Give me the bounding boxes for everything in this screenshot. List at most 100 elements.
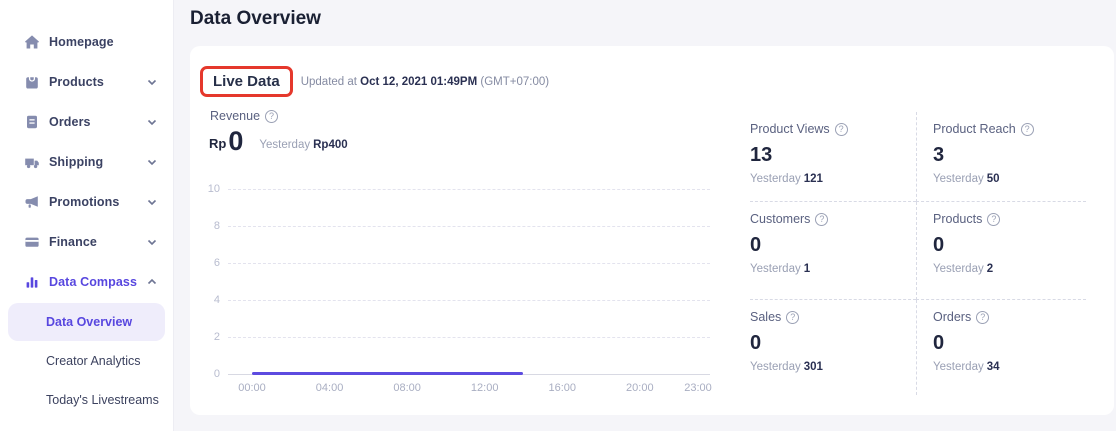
sidebar-item-products[interactable]: Products — [0, 62, 173, 102]
y-axis-tick-4: 4 — [213, 294, 220, 306]
x-axis-tick-00:00: 00:00 — [238, 382, 266, 394]
live-data-title-annotation-box: Live Data — [200, 66, 293, 97]
stat-value: 3 — [933, 144, 945, 166]
sidebar-item-label: Orders — [49, 115, 91, 129]
updated-time: Oct 12, 2021 01:49PM — [360, 75, 478, 88]
stat-label: Products — [933, 212, 983, 226]
sidebar: Homepage Products Orders Shipping Promot… — [0, 0, 174, 431]
live-data-card: Live Data Updated at Oct 12, 2021 01:49P… — [190, 46, 1114, 415]
x-axis-tick-04:00: 04:00 — [315, 382, 344, 394]
stat-label: Orders — [933, 310, 972, 324]
stat-card-products: Products? 0 Yesterday 2 — [916, 202, 1086, 300]
sidebar-subitem-label: Data Overview — [46, 315, 133, 329]
revenue-label-text: Revenue — [210, 109, 261, 123]
revenue-yesterday: Yesterday Rp400 — [259, 139, 347, 151]
x-axis-tick-08:00: 08:00 — [393, 382, 421, 394]
sidebar-item-shipping[interactable]: Shipping — [0, 142, 173, 182]
sidebar-subitem-label: Today's Livestreams — [46, 393, 159, 407]
help-icon[interactable]: ? — [265, 109, 279, 123]
stat-value: 0 — [750, 234, 762, 256]
stat-value: 0 — [750, 332, 762, 354]
page-title: Data Overview — [190, 8, 321, 29]
sidebar-item-data-compass[interactable]: Data Compass — [0, 262, 173, 302]
x-axis-tick-16:00: 16:00 — [548, 382, 577, 394]
stat-card-customers: Customers? 0 Yesterday 1 — [750, 202, 916, 300]
help-icon[interactable]: ? — [987, 212, 1001, 226]
sidebar-subitem-creator-analytics[interactable]: Creator Analytics — [0, 342, 173, 380]
revenue-section-label: Revenue ? — [210, 109, 279, 123]
updated-timezone: (GMT+07:00) — [480, 75, 550, 88]
gridline-y6 — [228, 263, 710, 264]
revenue-value: 0 — [228, 126, 244, 156]
chevron-down-icon — [147, 77, 157, 87]
sidebar-item-label: Products — [49, 75, 104, 89]
sidebar-item-homepage[interactable]: Homepage — [0, 22, 173, 62]
stat-value: 0 — [933, 332, 945, 354]
finance-icon — [24, 234, 40, 250]
help-icon[interactable]: ? — [1020, 122, 1034, 136]
chevron-up-icon — [147, 277, 157, 287]
live-stats-grid: Product Views? 13 Yesterday 121 Product R… — [750, 112, 1086, 395]
x-axis-tick-20:00: 20:00 — [626, 382, 654, 394]
sidebar-subitem-todays-livestreams[interactable]: Today's Livestreams — [0, 381, 173, 419]
x-axis-tick-12:00: 12:00 — [470, 382, 499, 394]
sidebar-item-label: Promotions — [49, 195, 120, 209]
sidebar-subitem-label: Creator Analytics — [46, 354, 141, 368]
chevron-down-icon — [147, 237, 157, 247]
revenue-chart-plot: 10 8 6 4 2 0 00:00 04:00 08:00 12:00 16:00 20:00 23:… — [208, 183, 712, 394]
updated-at-text: Updated at Oct 12, 2021 01:49PM (GMT+07:… — [301, 76, 549, 88]
stat-yesterday: Yesterday 2 — [933, 263, 994, 275]
sidebar-item-promotions[interactable]: Promotions — [0, 182, 173, 222]
sidebar-item-label: Shipping — [49, 155, 104, 169]
chevron-down-icon — [147, 157, 157, 167]
sidebar-item-orders[interactable]: Orders — [0, 102, 173, 142]
y-axis-tick-0: 0 — [213, 368, 220, 380]
stat-yesterday: Yesterday 1 — [750, 263, 811, 275]
stat-card-sales: Sales? 0 Yesterday 301 — [750, 300, 916, 395]
x-axis-tick-23:00: 23:00 — [684, 382, 712, 394]
stat-card-product-reach: Product Reach? 3 Yesterday 50 — [916, 112, 1086, 202]
y-axis-tick-6: 6 — [213, 257, 220, 269]
revenue-currency: Rp — [209, 136, 227, 151]
y-axis-tick-2: 2 — [213, 331, 220, 343]
y-axis-tick-8: 8 — [213, 220, 220, 232]
stat-label: Product Views — [750, 122, 830, 136]
gridline-y2 — [228, 337, 710, 338]
promotions-icon — [24, 194, 40, 210]
stat-label: Sales — [750, 310, 782, 324]
sidebar-item-label: Finance — [49, 235, 97, 249]
stat-card-orders: Orders? 0 Yesterday 34 — [916, 300, 1086, 395]
gridline-y8 — [228, 226, 710, 227]
help-icon[interactable]: ? — [786, 310, 800, 324]
stat-yesterday: Yesterday 50 — [933, 173, 1000, 185]
gridline-y4 — [228, 300, 710, 301]
live-data-header: Live Data Updated at Oct 12, 2021 01:49P… — [200, 66, 549, 97]
updated-prefix: Updated at — [300, 75, 357, 88]
stat-label: Product Reach — [933, 122, 1016, 136]
revenue-value-row: Rp 0 Yesterday Rp400 — [209, 128, 348, 155]
yesterday-value: Rp400 — [313, 139, 348, 151]
chevron-down-icon — [147, 197, 157, 207]
revenue-series-line — [252, 372, 524, 375]
stat-value: 13 — [750, 144, 773, 166]
stat-yesterday: Yesterday 301 — [750, 361, 823, 373]
help-icon[interactable]: ? — [976, 310, 990, 324]
sidebar-subitem-data-overview[interactable]: Data Overview — [8, 303, 165, 341]
stat-yesterday: Yesterday 121 — [750, 173, 823, 185]
stat-card-product-views: Product Views? 13 Yesterday 121 — [750, 112, 916, 202]
sidebar-item-label: Homepage — [49, 35, 114, 49]
chevron-down-icon — [147, 117, 157, 127]
sidebar-item-finance[interactable]: Finance — [0, 222, 173, 262]
orders-icon — [24, 114, 40, 130]
help-icon[interactable]: ? — [815, 212, 829, 226]
stat-yesterday: Yesterday 34 — [933, 361, 1000, 373]
data-compass-icon — [24, 274, 40, 290]
home-icon — [24, 34, 40, 50]
live-data-title: Live Data — [213, 73, 280, 90]
sidebar-item-label: Data Compass — [49, 275, 138, 289]
stat-value: 0 — [933, 234, 945, 256]
help-icon[interactable]: ? — [834, 122, 848, 136]
products-icon — [24, 74, 40, 90]
y-axis-tick-10: 10 — [207, 183, 220, 195]
stat-label: Customers — [750, 212, 811, 226]
